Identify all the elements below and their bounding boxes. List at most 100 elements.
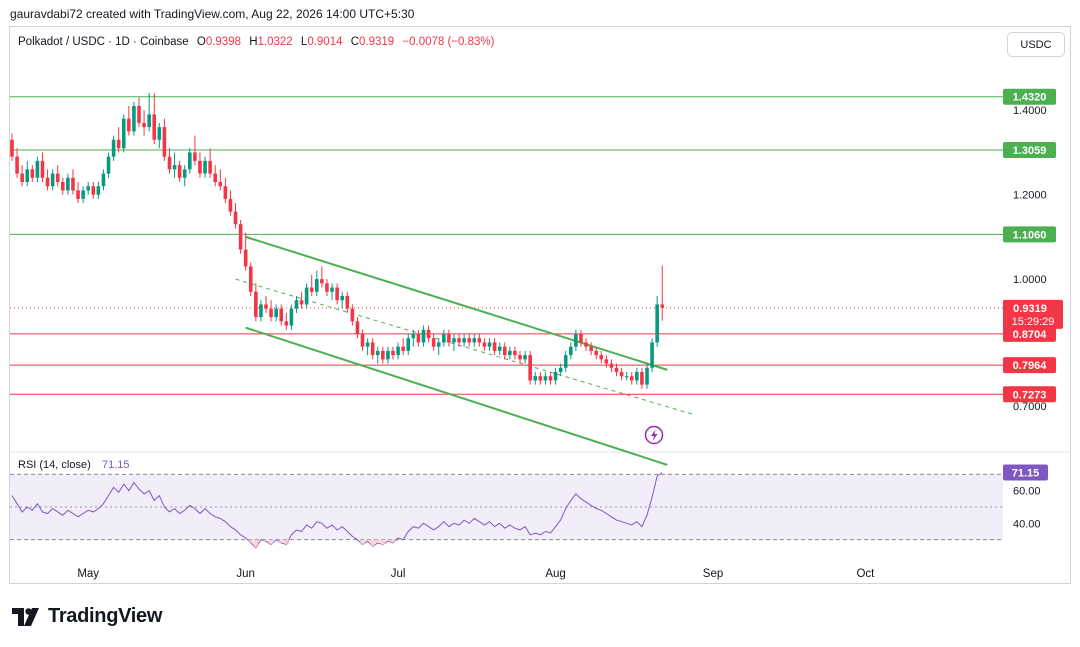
candle-body: [172, 165, 177, 170]
candle: [71, 169, 75, 195]
candle: [574, 329, 578, 351]
candle-body: [254, 291, 258, 318]
candle-body: [360, 334, 365, 347]
rsi-line: [11, 472, 663, 549]
candle-body: [91, 186, 96, 195]
currency-button[interactable]: USDC: [1007, 32, 1065, 57]
candle-body: [375, 350, 380, 356]
candle: [91, 182, 96, 199]
candle-body: [188, 152, 192, 170]
candle-body: [233, 211, 238, 225]
candle: [294, 296, 299, 313]
candle: [370, 338, 375, 360]
level-label-0.7964: 0.7964: [1013, 360, 1048, 372]
candle-body: [569, 346, 573, 356]
candle: [45, 169, 50, 191]
candle-body: [447, 334, 451, 343]
candle: [447, 329, 451, 347]
candle-body: [50, 173, 55, 187]
candle-body: [208, 160, 212, 174]
candle: [284, 312, 289, 330]
candle-body: [426, 329, 431, 339]
flash-icon[interactable]: [644, 425, 664, 445]
candle-body: [335, 287, 339, 301]
candle: [360, 329, 365, 351]
candle: [127, 106, 131, 136]
candle-body: [162, 127, 167, 157]
close-value: 0.9319: [359, 36, 395, 48]
candle: [355, 317, 360, 339]
level-label-0.8704: 0.8704: [1013, 329, 1048, 341]
candle-body: [457, 338, 461, 343]
candle: [558, 363, 563, 377]
candle-body: [614, 367, 619, 372]
level-tag-0.7273: [1003, 386, 1056, 403]
candle: [61, 177, 65, 195]
candle: [543, 372, 548, 385]
candle: [436, 338, 441, 356]
candle-body: [350, 308, 355, 322]
candle-body: [594, 350, 598, 356]
candle: [116, 127, 121, 153]
candle-body: [111, 139, 116, 157]
candle-body: [101, 173, 106, 187]
candle-body: [203, 160, 207, 174]
candle-body: [294, 300, 299, 309]
candle: [330, 283, 334, 301]
candle-body: [548, 376, 553, 381]
candle-body: [340, 296, 344, 301]
candle: [152, 93, 157, 144]
close-label: C: [350, 36, 360, 48]
candle: [381, 346, 385, 364]
candle: [523, 350, 527, 364]
candle-body: [30, 169, 35, 178]
candle-body: [198, 160, 202, 174]
candle-body: [45, 177, 50, 187]
time-axis-tick: Jul: [391, 568, 406, 580]
candle-body: [345, 296, 350, 309]
candle-body: [533, 376, 538, 381]
rsi-value-tag: [1003, 464, 1048, 481]
candle: [198, 152, 202, 178]
candle-body: [538, 376, 543, 381]
level-tag-1.4320: [1003, 88, 1056, 105]
candle-body: [421, 329, 426, 343]
candle: [162, 118, 167, 161]
candle: [172, 152, 177, 178]
candle-body: [416, 334, 421, 343]
candle-body: [508, 350, 512, 356]
candle-body: [274, 308, 278, 318]
level-label-1.1060: 1.1060: [1013, 229, 1047, 241]
candle: [40, 152, 45, 182]
candle: [386, 346, 390, 364]
candle: [106, 152, 111, 178]
channel-lower-line[interactable]: [245, 326, 668, 466]
candle-body: [401, 346, 405, 351]
candle: [137, 97, 141, 128]
candle: [594, 346, 598, 360]
candle: [315, 270, 319, 296]
candle-body: [655, 304, 659, 343]
level-tag-0.7964: [1003, 357, 1056, 374]
candle-body: [193, 152, 197, 161]
channel-upper-line[interactable]: [245, 235, 668, 371]
candle-body: [10, 139, 14, 157]
candle-body: [35, 160, 40, 178]
candle-body: [167, 156, 172, 170]
candle-body: [355, 321, 360, 334]
candle: [208, 148, 212, 178]
candle: [462, 334, 466, 347]
candle-body: [269, 308, 273, 318]
candle: [467, 334, 471, 347]
symbol-name[interactable]: Polkadot / USDC · 1D · Coinbase: [18, 36, 189, 48]
candle: [269, 300, 273, 322]
candle: [528, 350, 532, 385]
rsi-legend-value: 71.15: [102, 459, 130, 471]
candle-body: [619, 372, 624, 377]
price-axis-tick: 0.7000: [1013, 401, 1047, 413]
candle-body: [543, 376, 548, 381]
last-price-tag: [1003, 299, 1063, 329]
low-label: L: [300, 36, 308, 48]
candle: [553, 367, 558, 385]
